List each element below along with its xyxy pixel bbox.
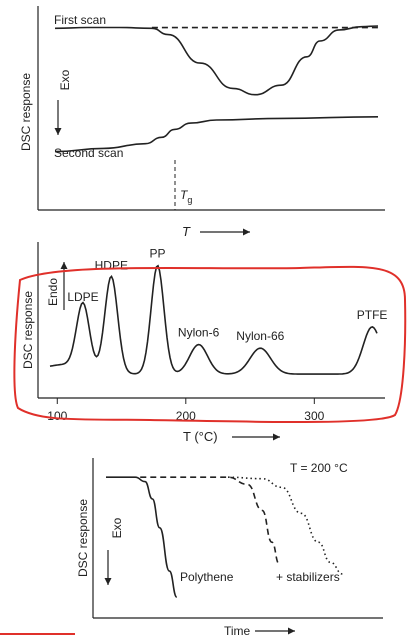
panel1-series-line-0 — [54, 25, 379, 96]
panel2-peak-label-2: PP — [149, 247, 165, 261]
panel1-series-label-first: First scan — [54, 13, 106, 27]
panel2-thermogram-line — [49, 264, 378, 375]
panel-polymer-melting: DSC response Endo LDPE HDPE PP Nylon-6 Nylon… — [13, 242, 407, 444]
panel2-tick-label-1: 200 — [176, 409, 196, 423]
panel2-curve — [49, 264, 378, 375]
panel1-ylabel: DSC response — [19, 73, 33, 151]
panel2-tick-label-0: 100 — [47, 409, 67, 423]
panel3-xlabel: Time — [224, 624, 251, 638]
panel1-tg-subscript: g — [187, 195, 192, 205]
panel-oxidation-time: DSC response Exo T = 200 °C Polythene + … — [76, 458, 383, 638]
panel2-peak-label-5: PTFE — [357, 308, 388, 322]
panel-first-second-scan: DSC response Exo First scan Second scan … — [19, 6, 385, 239]
panel1-curves — [54, 25, 379, 153]
panel3-legend-stabilizers: + stabilizers — [276, 570, 340, 584]
panel1-series-line-2 — [54, 116, 379, 153]
panel3-ylabel: DSC response — [76, 499, 90, 577]
panel3-series-line-2 — [227, 476, 343, 575]
panel2-xlabel: T (°C) — [183, 429, 218, 444]
panel1-exo-label: Exo — [58, 69, 72, 90]
panel3-exo-label: Exo — [110, 517, 124, 538]
panel1-tg-symbol: T — [180, 188, 189, 202]
panel3-series-line-0 — [106, 476, 178, 598]
panel1-tg-label: Tg — [180, 188, 192, 205]
panel2-peak-label-3: Nylon-6 — [178, 326, 220, 340]
panel2-peak-label-0: LDPE — [67, 290, 98, 304]
panel1-xlabel: T — [182, 224, 191, 239]
panel2-peak-label-1: HDPE — [95, 258, 128, 272]
panel1-series-label-second: Second scan — [54, 146, 123, 160]
panel2-ylabel: DSC response — [21, 291, 35, 369]
panel3-curves — [106, 476, 343, 598]
red-annotation-loop — [13, 265, 407, 424]
panel3-series-line-1 — [140, 476, 280, 565]
panel2-endo-label: Endo — [46, 278, 60, 306]
panel3-temp-annotation: T = 200 °C — [290, 461, 348, 475]
panel2-tick-label-2: 300 — [304, 409, 324, 423]
panel3-legend-polythene: Polythene — [180, 570, 234, 584]
panel2-peak-label-4: Nylon-66 — [236, 329, 284, 343]
